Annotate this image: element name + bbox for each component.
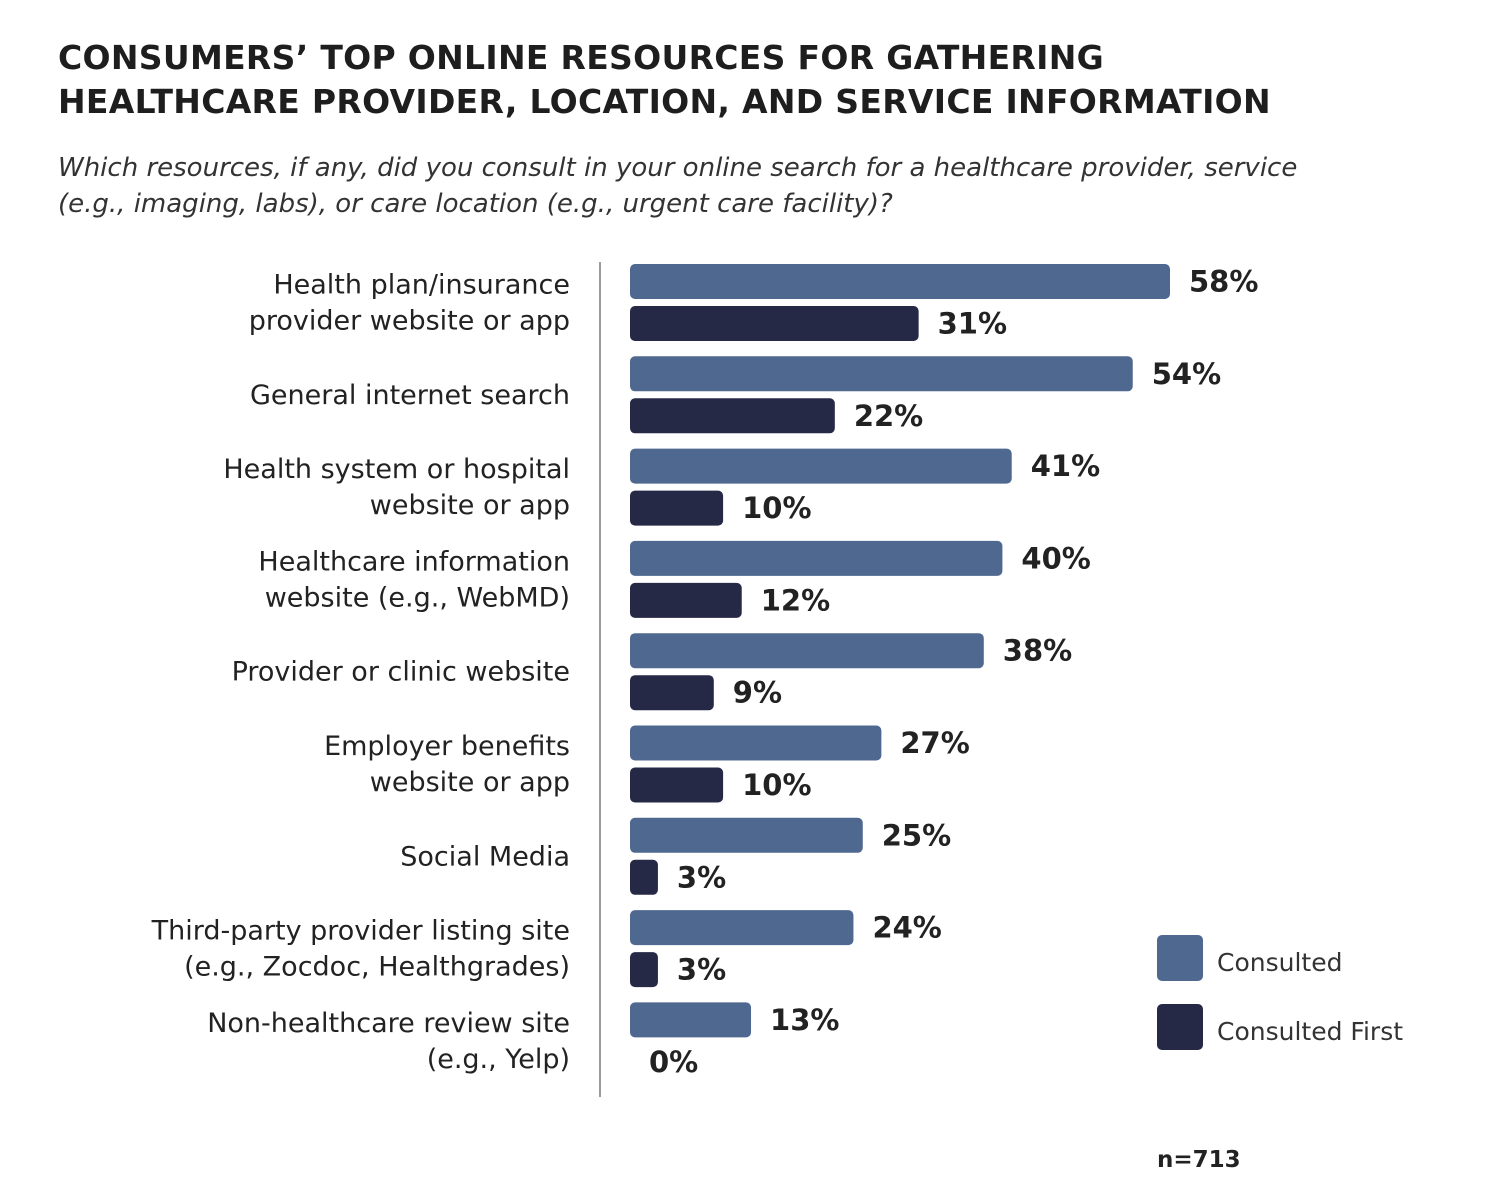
category-label: Provider or clinic website [232,657,570,688]
category-label: website or app [370,490,570,521]
data-label: 0% [649,1045,698,1079]
bar-consulted-first [630,490,724,526]
category-label: Health system or hospital [223,454,570,485]
bar-consulted [630,910,854,946]
data-label: 54% [1152,357,1221,391]
data-label: 13% [770,1003,839,1037]
bar-consulted-first [630,952,658,988]
category-label: Employer benefits [324,731,570,762]
data-label: 38% [1003,634,1072,668]
bar-consulted [630,1002,752,1038]
bar-consulted [630,356,1133,392]
data-label: 9% [733,676,782,710]
data-label: 27% [900,726,969,760]
bar-consulted-first [630,306,919,341]
data-label: 58% [1189,265,1258,299]
category-label: Health plan/insurance [273,270,570,301]
category-label: (e.g., Zocdoc, Healthgrades) [184,952,570,983]
legend-label: Consulted [1217,948,1342,977]
bar-consulted-first [630,859,658,895]
category-label: Third-party provider listing site [151,916,570,947]
data-label: 41% [1031,449,1100,483]
data-label: 12% [761,583,830,617]
bar-consulted-first [630,582,742,618]
chart-subtitle-line: Which resources, if any, did you consult… [58,153,1298,183]
bar-consulted-first [630,767,724,803]
legend-swatch [1157,1004,1203,1050]
category-label: Social Media [400,841,570,872]
category-label: (e.g., Yelp) [427,1044,570,1075]
bar-consulted-first [630,398,835,434]
data-label: 40% [1021,541,1090,575]
category-label: website or app [370,767,570,798]
chart-title-line: CONSUMERS’ TOP ONLINE RESOURCES FOR GATH… [58,38,1105,77]
bar-consulted [630,540,1003,576]
chart-title: CONSUMERS’ TOP ONLINE RESOURCES FOR GATH… [58,36,1271,124]
data-label: 10% [742,491,811,525]
chart-subtitle: Which resources, if any, did you consult… [58,150,1378,222]
sample-size-note: n=713 [1157,1147,1241,1173]
bar-consulted [630,725,882,761]
legend-label: Consulted First [1217,1017,1403,1046]
bar-consulted [630,264,1170,299]
category-label: provider website or app [249,306,570,337]
category-label: Healthcare information [258,546,570,577]
data-label: 31% [938,307,1007,341]
data-label: 3% [677,860,726,894]
data-label: 22% [854,399,923,433]
bar-consulted [630,448,1012,484]
data-label: 3% [677,953,726,987]
data-label: 10% [742,768,811,802]
data-label: 24% [872,911,941,945]
legend-swatch [1157,935,1203,981]
category-label: Non-healthcare review site [207,1008,570,1039]
bar-consulted [630,817,863,853]
bar-consulted [630,633,984,669]
chart-title-line: HEALTHCARE PROVIDER, LOCATION, AND SERVI… [58,82,1271,121]
chart-subtitle-line: (e.g., imaging, labs), or care location … [58,189,893,219]
category-label: General internet search [250,380,570,411]
category-label: website (e.g., WebMD) [265,582,570,613]
data-label: 25% [882,818,951,852]
bar-consulted-first [630,675,714,711]
